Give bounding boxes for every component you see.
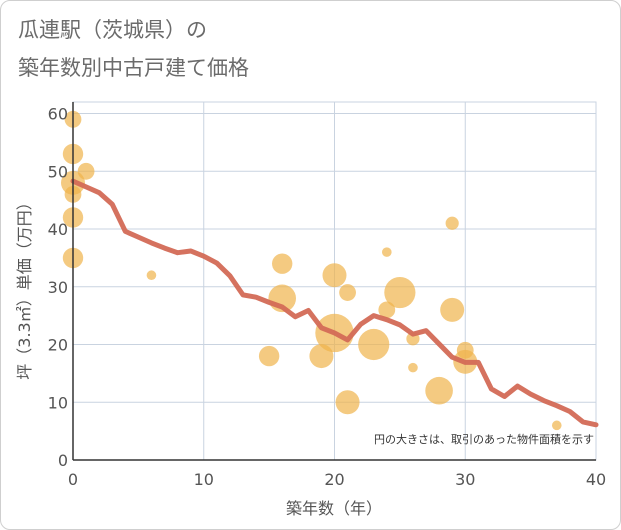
bubble-point-15: [335, 390, 360, 415]
y-tick-label-40: 40: [48, 220, 68, 239]
x-tick-label-20: 20: [324, 470, 344, 489]
axis-layer: [72, 102, 596, 461]
chart-title-line1: 瓜連駅（茨城県）の: [18, 18, 207, 42]
y-tick-label-60: 60: [48, 105, 68, 124]
bubble-point-18: [378, 301, 396, 319]
y-tick-label-50: 50: [48, 162, 68, 181]
x-tick-label-10: 10: [194, 470, 214, 489]
bubble-point-12: [322, 263, 347, 288]
x-tick-label-40: 40: [586, 470, 606, 489]
bubble-point-27: [551, 420, 562, 431]
x-tick-label-0: 0: [68, 470, 78, 489]
trend-layer: [70, 178, 599, 428]
x-tick-label-30: 30: [455, 470, 475, 489]
bubble-size-note: 円の大きさは、取引のあった物件面積を示す: [374, 432, 594, 446]
bubble-point-17: [382, 247, 392, 257]
x-axis-label: 築年数（年）: [286, 499, 382, 518]
bubble-point-19: [384, 276, 416, 309]
y-tick-label-20: 20: [48, 336, 68, 355]
bubble-point-6: [77, 162, 95, 180]
trend-line: [70, 178, 599, 428]
tick-label-layer: 0 10 20 30 40 0 10 20 30 40 50 60: [48, 105, 607, 489]
y-tick-label-10: 10: [48, 393, 68, 412]
bubble-point-22: [425, 376, 453, 405]
bubble-point-8: [258, 345, 280, 367]
y-tick-label-0: 0: [58, 451, 68, 470]
y-tick-label-30: 30: [48, 278, 68, 297]
bubble-point-7: [146, 270, 157, 281]
bubble-point-21: [408, 362, 418, 373]
bubble-point-24: [440, 297, 465, 322]
bubble-point-9: [272, 253, 293, 274]
bubble-point-14: [339, 284, 356, 301]
bubble-point-23: [445, 216, 459, 230]
bubble-point-16: [358, 328, 390, 361]
chart-title-line2: 築年数別中古戸建て価格: [18, 56, 249, 80]
y-axis-label: 坪（3.3㎡）単価（万円）: [15, 194, 34, 379]
